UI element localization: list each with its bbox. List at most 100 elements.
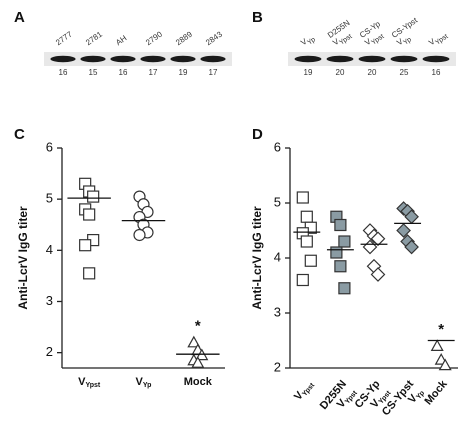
lane-number: 20: [336, 68, 345, 77]
point: [83, 267, 96, 280]
label-line: 2790: [144, 29, 164, 47]
point: [438, 358, 452, 371]
lane-number: 16: [59, 68, 68, 77]
label-line: AH: [114, 33, 128, 47]
blot-band: [50, 55, 76, 63]
point: [304, 254, 317, 267]
label: Mock: [422, 377, 450, 407]
label-text: 2790: [144, 29, 164, 47]
label-line: VYp: [406, 386, 426, 407]
point: [300, 210, 313, 223]
label-text: 2781: [84, 29, 104, 47]
label: AH: [114, 33, 128, 47]
y-tick-label: 2: [46, 344, 53, 359]
label-line: CS-Ypst: [390, 15, 420, 40]
lane-number: 19: [304, 68, 313, 77]
panel-letter: C: [14, 126, 25, 143]
y-tick-label: 4: [46, 242, 53, 257]
label-text: V: [299, 37, 309, 48]
label-text: 2777: [54, 29, 74, 47]
y-axis-label: Anti-LcrV IgG titer: [16, 206, 30, 310]
label-text: 2889: [174, 29, 194, 47]
label-line: Mock: [422, 377, 450, 407]
y-tick-label: 6: [274, 139, 281, 154]
label-text: V: [363, 37, 373, 48]
label-line: 2843: [204, 29, 224, 47]
blot-band: [80, 55, 106, 63]
point: [396, 223, 411, 238]
point: [187, 335, 201, 348]
blot-band: [358, 55, 386, 63]
point: [334, 260, 347, 273]
label-line: VYpst: [427, 29, 449, 49]
y-tick-label: 4: [274, 249, 281, 264]
panel-letter: A: [14, 9, 25, 26]
point: [83, 208, 96, 221]
blot-strip: [44, 52, 232, 66]
y-tick-label: 3: [46, 293, 53, 308]
label-text: V: [395, 37, 405, 48]
label: 2777: [54, 29, 74, 47]
label-line: 2889: [174, 29, 194, 47]
point: [338, 282, 351, 295]
point: [87, 190, 100, 203]
point: [296, 273, 309, 287]
blot-band: [422, 55, 450, 63]
point: [404, 239, 419, 255]
point: [300, 235, 313, 248]
label: VYp: [136, 376, 152, 389]
label-text: 2843: [204, 29, 224, 47]
point: [370, 267, 386, 282]
label: Mock: [184, 376, 213, 388]
label-sub: Ypst: [338, 33, 353, 47]
point: [330, 246, 343, 259]
lane-number: 20: [368, 68, 377, 77]
label-text: Mock: [422, 377, 450, 407]
lane-number: 17: [209, 68, 218, 77]
label-text: V: [136, 376, 144, 388]
point: [334, 218, 347, 232]
label-line: VYp: [395, 32, 413, 49]
label-sub: Ypst: [301, 381, 316, 397]
blot-band: [170, 55, 196, 63]
label-text: V: [427, 37, 437, 48]
blot-band: [110, 55, 136, 63]
label-sub: Ypst: [370, 33, 385, 47]
y-axis-label: Anti-LcrV IgG titer: [250, 206, 264, 310]
label-sub: Yp: [415, 390, 426, 401]
point: [370, 231, 386, 247]
point: [133, 228, 146, 242]
label: VYp: [299, 32, 317, 49]
point: [191, 356, 205, 368]
lane-number: 16: [432, 68, 441, 77]
label-line: VYpst: [78, 376, 101, 389]
y-tick-label: 6: [46, 139, 53, 154]
lane-number: 17: [149, 68, 158, 77]
label-line: VYp: [299, 32, 317, 49]
label: VYpst: [427, 29, 449, 49]
label-text: V: [78, 376, 86, 388]
lane-number: 19: [179, 68, 188, 77]
label-line: 2777: [54, 29, 74, 47]
blot-band: [140, 55, 166, 63]
blot-band: [294, 55, 322, 63]
label-line: 2781: [84, 29, 104, 47]
blot-band: [200, 55, 226, 63]
annotation: *: [195, 317, 201, 334]
label-sub: Yp: [402, 36, 413, 46]
y-tick-label: 2: [274, 359, 281, 374]
label-text: AH: [114, 33, 128, 47]
point: [296, 191, 309, 204]
point: [338, 235, 351, 248]
label: 2781: [84, 29, 104, 47]
label-sub: Yp: [143, 382, 152, 389]
label-line: VYpst: [292, 378, 317, 404]
label-line: VYp: [136, 376, 152, 389]
panel-letter: B: [252, 9, 263, 26]
label: VYpst: [292, 378, 317, 404]
lane-number: 25: [400, 68, 409, 77]
